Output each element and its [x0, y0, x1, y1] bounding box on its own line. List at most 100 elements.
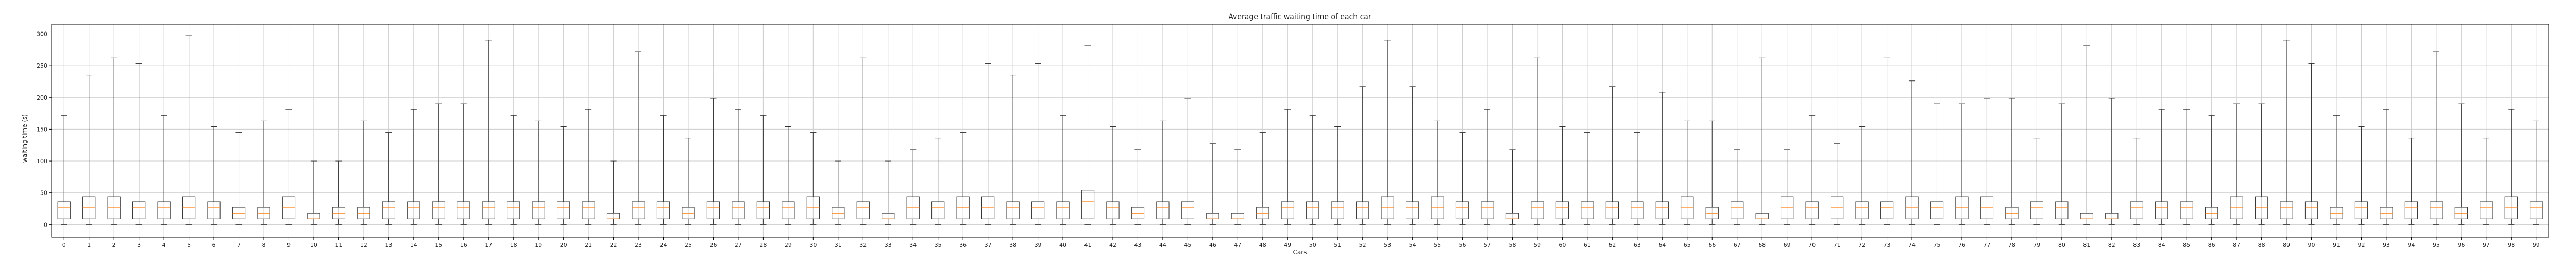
box: [2280, 201, 2293, 219]
box: [756, 201, 770, 219]
x-tick-label: 3: [137, 241, 141, 248]
box: [1356, 201, 1369, 219]
x-tick-label: 6: [212, 241, 216, 248]
box: [1431, 196, 1444, 219]
x-tick-label: 68: [1758, 241, 1766, 248]
x-tick-label: 75: [1933, 241, 1940, 248]
y-tick-label: 200: [37, 94, 47, 101]
x-tick-label: 61: [1584, 241, 1591, 248]
box: [532, 201, 545, 219]
box: [1031, 201, 1045, 219]
x-tick-label: 82: [2108, 241, 2115, 248]
x-tick-label: 72: [1858, 241, 1866, 248]
x-tick-label: 57: [1484, 241, 1491, 248]
x-tick-label: 22: [610, 241, 617, 248]
x-tick-label: 39: [1035, 241, 1042, 248]
x-tick-label: 11: [335, 241, 342, 248]
x-tick-label: 86: [2208, 241, 2215, 248]
x-tick-label: 41: [1084, 241, 1092, 248]
x-tick-label: 31: [835, 241, 842, 248]
box: [2055, 201, 2069, 219]
box: [2030, 201, 2043, 219]
x-tick-label: 21: [585, 241, 592, 248]
x-tick-label: 8: [262, 241, 265, 248]
box: [2504, 196, 2518, 219]
box: [1830, 196, 1844, 219]
x-tick-label: 59: [1534, 241, 1541, 248]
y-axis-label: waiting time (s): [21, 114, 28, 163]
x-tick-label: 48: [1259, 241, 1266, 248]
box: [1081, 190, 1095, 219]
x-tick-label: 29: [785, 241, 792, 248]
box: [2480, 201, 2493, 219]
x-tick-label: 0: [62, 241, 66, 248]
x-tick-label: 53: [1384, 241, 1391, 248]
box: [906, 196, 920, 219]
x-tick-label: 25: [685, 241, 692, 248]
x-tick-label: 60: [1558, 241, 1566, 248]
x-tick-label: 19: [535, 241, 542, 248]
x-tick-label: 66: [1708, 241, 1716, 248]
x-tick-label: 99: [2533, 241, 2540, 248]
x-tick-label: 58: [1509, 241, 1516, 248]
x-tick-label: 1: [87, 241, 91, 248]
x-tick-label: 27: [735, 241, 742, 248]
x-tick-label: 96: [2458, 241, 2465, 248]
box: [2180, 201, 2193, 219]
x-tick-label: 5: [187, 241, 191, 248]
x-tick-label: 93: [2383, 241, 2390, 248]
box: [507, 201, 520, 219]
x-tick-label: 35: [935, 241, 942, 248]
box: [1181, 201, 1195, 219]
x-tick-label: 64: [1658, 241, 1666, 248]
box: [2155, 201, 2168, 219]
x-tick-label: 38: [1009, 241, 1016, 248]
box: [806, 196, 820, 219]
x-tick-label: 9: [287, 241, 291, 248]
y-tick-label: 250: [37, 62, 47, 69]
x-tick-label: 63: [1634, 241, 1641, 248]
box: [1306, 201, 1319, 219]
x-tick-label: 16: [460, 241, 467, 248]
box: [931, 201, 945, 219]
x-tick-label: 95: [2433, 241, 2440, 248]
box: [1880, 201, 1894, 219]
x-tick-label: 42: [1109, 241, 1116, 248]
x-tick-label: 97: [2483, 241, 2490, 248]
x-tick-label: 92: [2358, 241, 2365, 248]
box: [981, 196, 995, 219]
box: [732, 201, 745, 219]
box: [2354, 201, 2368, 219]
x-tick-label: 17: [485, 241, 492, 248]
box: [1381, 196, 1394, 219]
box: [1281, 201, 1294, 219]
x-tick-label: 13: [385, 241, 392, 248]
box: [407, 201, 420, 219]
box: [632, 201, 645, 219]
box: [1006, 201, 1020, 219]
box: [956, 196, 970, 219]
x-tick-label: 83: [2133, 241, 2140, 248]
box: [457, 201, 470, 219]
box: [1731, 201, 1744, 219]
x-tick-label: 69: [1784, 241, 1791, 248]
box: [2430, 201, 2443, 219]
x-tick-label: 45: [1184, 241, 1191, 248]
box: [157, 201, 171, 219]
x-tick-label: 23: [635, 241, 642, 248]
box: [432, 201, 445, 219]
box: [1980, 196, 1994, 219]
box: [1156, 201, 1170, 219]
boxes: [57, 35, 2543, 225]
box: [282, 196, 296, 219]
plot-frame: [51, 24, 2549, 238]
x-tick-label: 71: [1834, 241, 1841, 248]
box: [1930, 201, 1944, 219]
x-tick-label: 79: [2033, 241, 2040, 248]
box: [1781, 196, 1794, 219]
box: [132, 201, 146, 219]
x-tick-label: 47: [1234, 241, 1241, 248]
x-tick-label: 74: [1908, 241, 1916, 248]
x-tick-label: 90: [2308, 241, 2315, 248]
box: [1605, 201, 1619, 219]
